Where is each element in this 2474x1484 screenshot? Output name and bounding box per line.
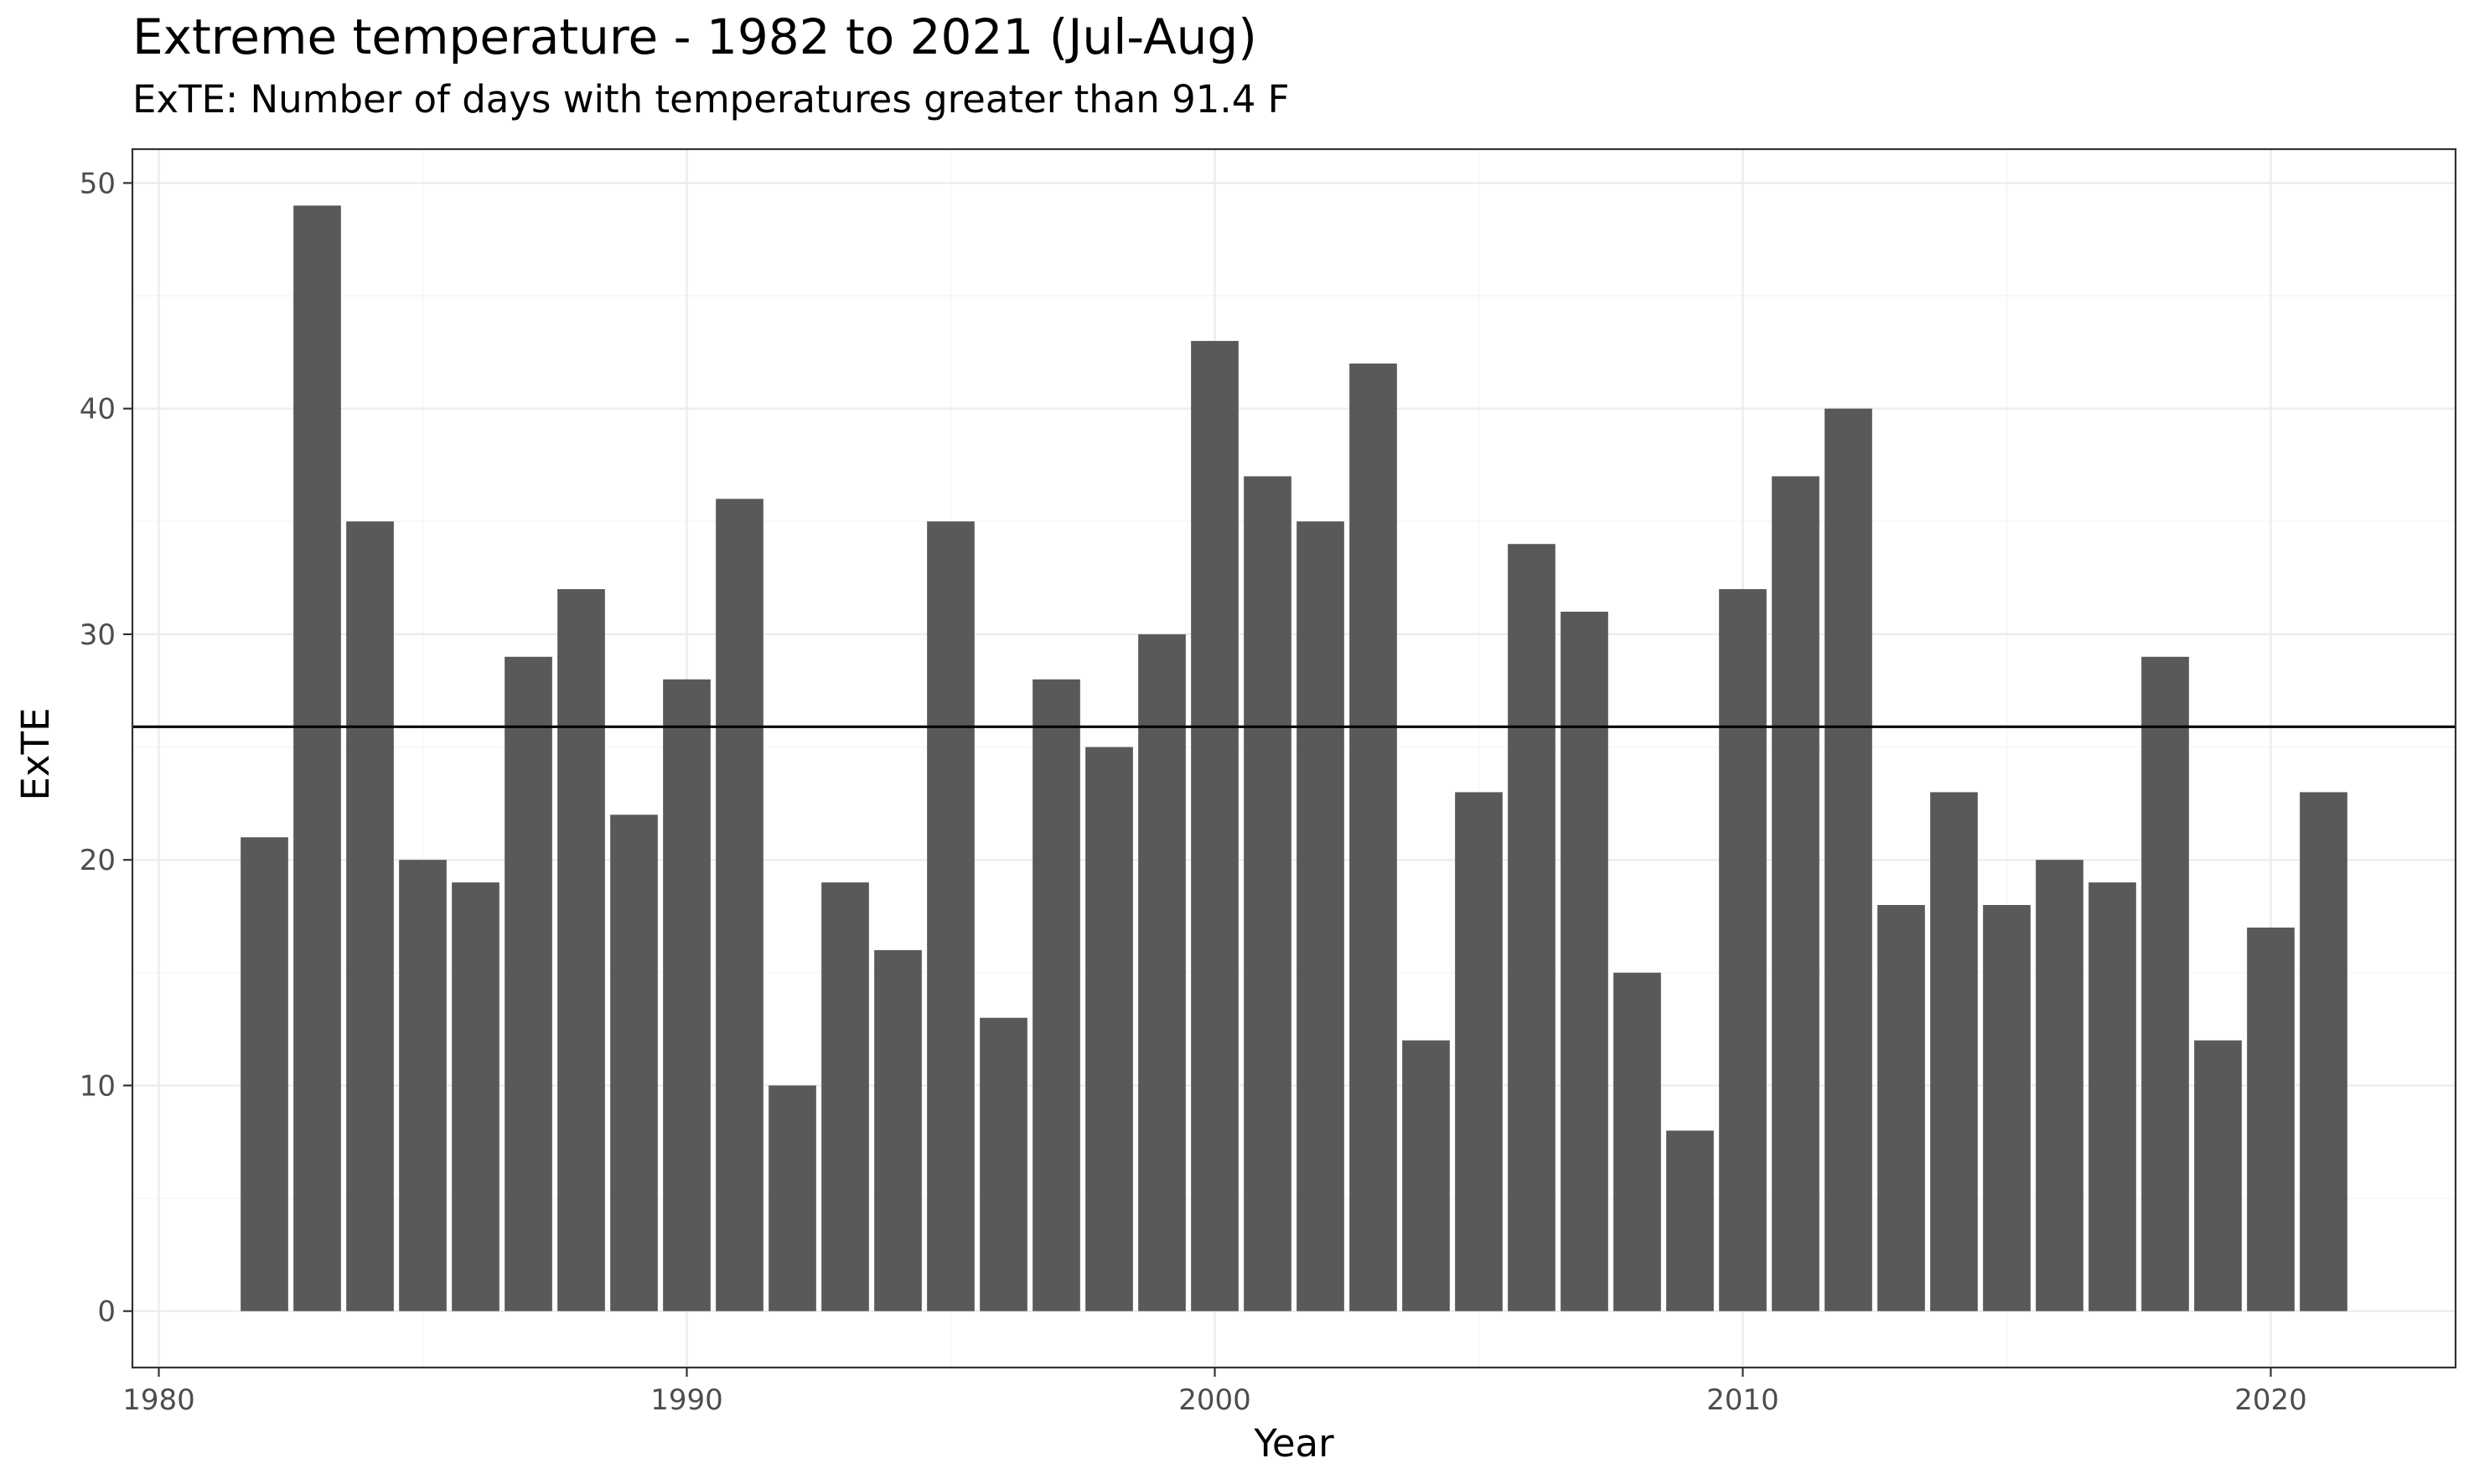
bar-2001	[1244, 476, 1291, 1311]
y-tick-label: 0	[97, 1295, 116, 1329]
bar-2008	[1613, 972, 1661, 1311]
bar-2007	[1560, 611, 1608, 1311]
bar-2005	[1455, 792, 1503, 1311]
bar-2014	[1930, 792, 1978, 1311]
x-tick-label: 2000	[1178, 1383, 1251, 1417]
bar-1989	[610, 814, 658, 1311]
bar-2009	[1666, 1130, 1714, 1311]
x-axis-title: Year	[1253, 1421, 1334, 1466]
bar-2004	[1402, 1040, 1450, 1311]
bar-1990	[663, 679, 711, 1311]
bar-2002	[1297, 521, 1344, 1311]
bar-1998	[1085, 747, 1133, 1311]
x-tick-label: 2010	[1706, 1383, 1779, 1417]
x-tick-label: 2020	[2234, 1383, 2307, 1417]
y-tick-label: 50	[80, 167, 116, 200]
bar-2012	[1824, 408, 1872, 1311]
y-axis-title: ExTE	[13, 708, 58, 801]
bar-1992	[769, 1085, 816, 1311]
y-tick-label: 40	[80, 393, 116, 427]
bar-2020	[2247, 927, 2295, 1311]
bar-1994	[874, 949, 922, 1311]
bar-1993	[821, 882, 869, 1311]
panel-border	[131, 147, 2457, 1369]
chart-subtitle: ExTE: Number of days with temperatures g…	[132, 77, 1290, 122]
bar-2017	[2088, 882, 2136, 1311]
bar-2019	[2194, 1040, 2242, 1311]
bar-1985	[399, 860, 447, 1311]
bar-2015	[1983, 905, 2031, 1311]
bar-1995	[927, 521, 975, 1311]
bars	[241, 205, 2347, 1311]
bar-2006	[1508, 544, 1555, 1311]
bar-1987	[505, 656, 552, 1311]
bar-1996	[980, 1017, 1027, 1311]
bar-1982	[241, 837, 288, 1311]
bar-1984	[346, 521, 394, 1311]
bar-2021	[2300, 792, 2347, 1311]
x-tick-label: 1980	[122, 1383, 195, 1417]
y-tick-label: 30	[80, 618, 116, 652]
bar-1986	[452, 882, 499, 1311]
chart-title: Extreme temperature - 1982 to 2021 (Jul-…	[132, 8, 1257, 65]
bar-1983	[293, 205, 341, 1311]
bar-1997	[1033, 679, 1080, 1311]
bar-2000	[1191, 340, 1239, 1311]
bar-2010	[1719, 589, 1767, 1311]
bar-1999	[1138, 633, 1186, 1311]
y-tick-label: 20	[80, 844, 116, 877]
bar-2003	[1349, 363, 1397, 1311]
bar-2016	[2036, 860, 2083, 1311]
y-tick-label: 10	[80, 1069, 116, 1103]
bar-1991	[716, 499, 763, 1311]
axes: 0 10 20 30 40 50 1980 1990 2000 2010 2020	[80, 147, 2457, 1417]
bar-2013	[1877, 905, 1925, 1311]
x-tick-label: 1990	[650, 1383, 723, 1417]
bar-1988	[557, 589, 605, 1311]
bar-2011	[1772, 476, 1819, 1311]
bar-2018	[2141, 656, 2189, 1311]
